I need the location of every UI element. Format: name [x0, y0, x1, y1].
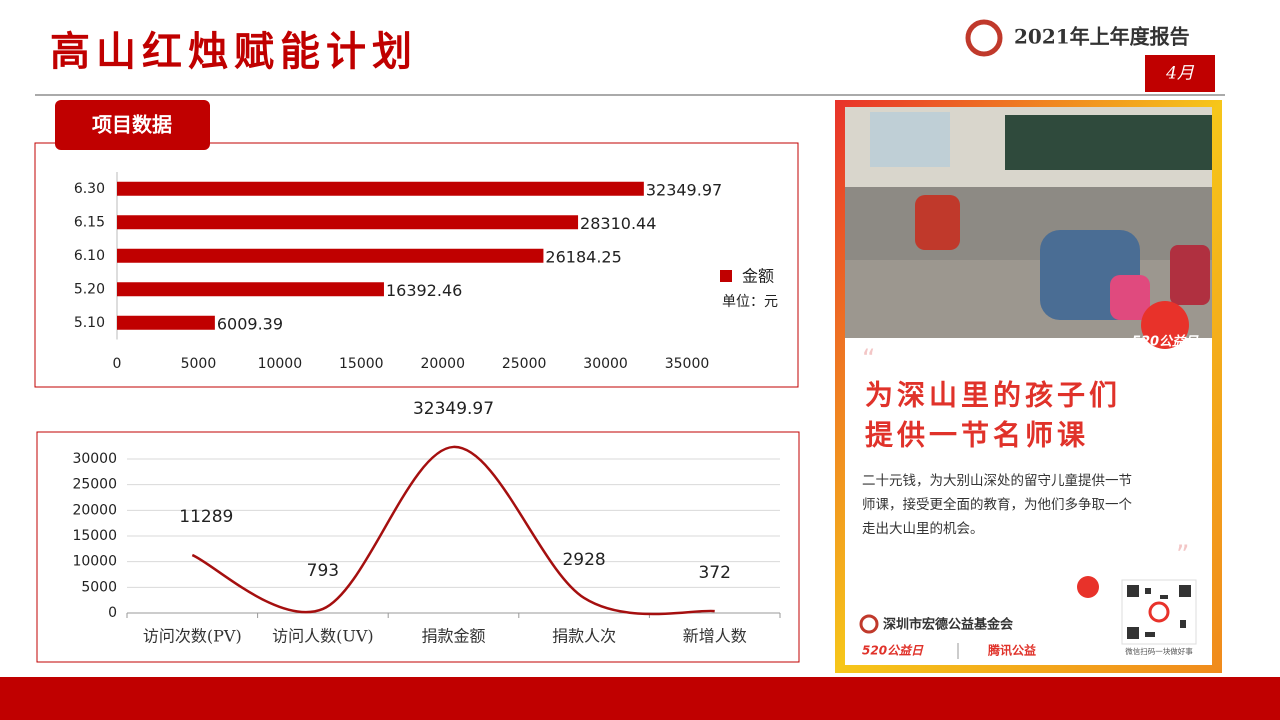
flower [1077, 576, 1099, 598]
x-tick-label: 新增人数 [683, 627, 747, 646]
x-tick-label: 35000 [665, 356, 710, 372]
value-label: 2928 [562, 550, 605, 570]
photo-child [915, 195, 960, 250]
x-tick-label: 25000 [502, 356, 547, 372]
y-tick-label: 30000 [72, 451, 117, 467]
y-tick-label: 10000 [72, 554, 117, 570]
photo-bag [1110, 275, 1150, 320]
y-tick-label: 25000 [72, 477, 117, 493]
x-tick-label: 访问次数(PV) [143, 627, 242, 646]
photo-board [1005, 115, 1212, 170]
value-label: 793 [307, 561, 339, 581]
footer-logo: 520公益日 [862, 644, 924, 658]
quote: ” [1176, 541, 1189, 571]
photo-window [870, 112, 950, 167]
footer-band [0, 677, 1280, 720]
body-text: 师课，接受更全面的教育，为他们多争取一个 [862, 496, 1132, 513]
y-tick-label: 6.15 [74, 214, 105, 230]
x-tick-label: 15000 [339, 356, 384, 372]
y-tick-label: 15000 [72, 528, 117, 544]
value-label: 28310.44 [580, 214, 656, 233]
y-tick-label: 5.10 [74, 315, 105, 331]
x-tick-label: 10000 [258, 356, 303, 372]
headline: 为深山里的孩子们 [865, 379, 1121, 412]
value-label: 372 [698, 563, 730, 583]
month: 4月 [1165, 64, 1195, 84]
body-text: 走出大山里的机会。 [862, 521, 984, 537]
headline: 提供一节名师课 [865, 419, 1089, 452]
x-tick-label: 捐款金额 [421, 627, 485, 646]
x-tick-label: 访问人数(UV) [272, 627, 374, 646]
bar [117, 215, 579, 230]
value-label: 32349.97 [646, 180, 722, 199]
bar [117, 248, 544, 263]
quote: “ [862, 345, 875, 375]
chart-frame [36, 431, 800, 663]
qr-pattern [1127, 585, 1191, 639]
legend-swatch [720, 270, 732, 282]
line-series [191, 445, 715, 616]
x-tick-label: 0 [113, 356, 122, 372]
qr-logo [1148, 601, 1170, 623]
y-tick-label: 20000 [72, 502, 117, 518]
y-tick-label: 5000 [81, 579, 117, 595]
x-tick-label: 5000 [181, 356, 217, 372]
bar [117, 181, 644, 196]
slide-title: 高山红烛赋能计划 [50, 28, 418, 75]
x-tick-label: 捐款人次 [552, 627, 616, 646]
month-box [1145, 55, 1215, 92]
bar [117, 282, 384, 297]
value-label: 32349.97 [413, 399, 494, 419]
x-tick-label: 20000 [420, 356, 465, 372]
footer-logo: 腾讯公益 [987, 643, 1036, 658]
org-name: 深圳市宏德公益基金会 [883, 617, 1014, 633]
y-tick-label: 6.10 [74, 248, 105, 264]
y-tick-label: 0 [108, 605, 117, 621]
legend-label: 金额 [742, 267, 774, 286]
value-label: 11289 [179, 507, 233, 527]
badge-text: 520公益日 [1132, 334, 1199, 350]
report-title: 2021年上年度报告 [1014, 25, 1190, 49]
y-tick-label: 5.20 [74, 281, 105, 297]
photo-bag [1170, 245, 1210, 305]
charts: 0 5000 10000 15000 20000 25000 30000 35000 6.30 3… [72, 172, 781, 646]
bar [117, 315, 215, 330]
value-label: 16392.46 [386, 281, 462, 300]
unit-note: 单位：元 [722, 294, 778, 310]
section-tab [55, 100, 210, 150]
x-tick-label: 30000 [583, 356, 628, 372]
body-text: 二十元钱，为大别山深处的留守儿童提供一节 [862, 472, 1132, 489]
section-title: 项目数据 [92, 113, 172, 137]
badge [1141, 301, 1189, 349]
y-tick-label: 6.30 [74, 181, 105, 197]
org-logo [859, 614, 879, 634]
logo [965, 19, 1003, 57]
value-label: 6009.39 [217, 314, 283, 333]
qr-caption: 微信扫码一块做好事 [1125, 646, 1193, 656]
value-label: 26184.25 [545, 247, 621, 266]
